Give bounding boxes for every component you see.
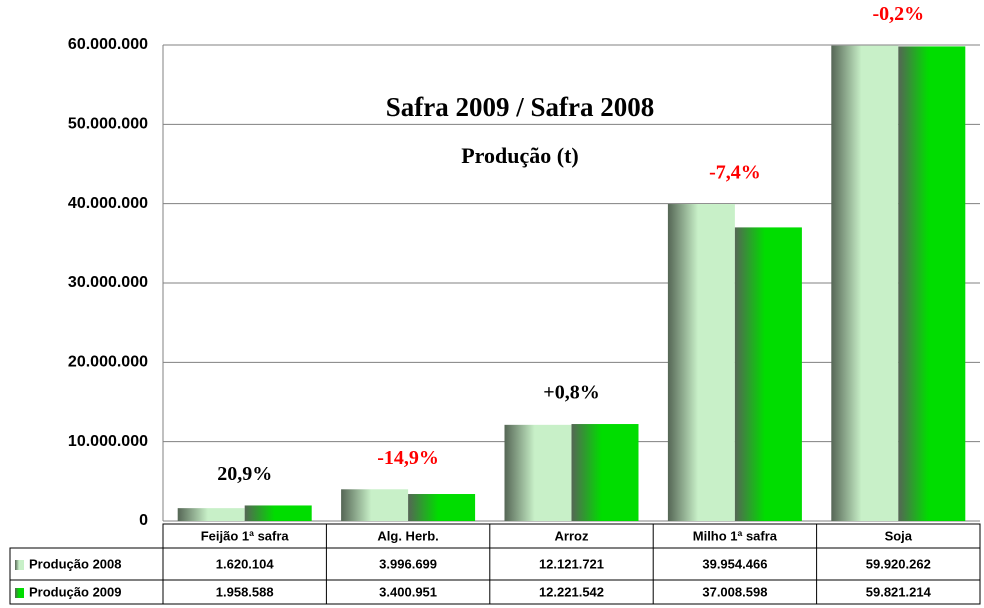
- x-tick-label: Arroz: [555, 528, 589, 543]
- bar: [244, 505, 312, 521]
- annotation: -7,4%: [709, 162, 761, 184]
- x-tick-label: Feijão 1ª safra: [201, 528, 290, 543]
- bar: [734, 227, 802, 522]
- y-tick-label: 60.000.000: [68, 36, 148, 53]
- table-value: 59.920.262: [866, 556, 931, 571]
- table-value: 12.121.721: [539, 556, 604, 571]
- table-value: 1.958.588: [216, 584, 274, 599]
- annotation: +0,8%: [543, 382, 599, 404]
- y-tick-label: 50.000.000: [68, 116, 148, 133]
- table-value: 3.400.951: [379, 584, 437, 599]
- y-tick-label: 10.000.000: [68, 433, 148, 450]
- legend-key: [15, 560, 24, 570]
- bar: [831, 45, 899, 521]
- bar: [667, 204, 735, 522]
- annotation: -14,9%: [377, 447, 439, 469]
- bar: [571, 424, 639, 521]
- table-value: 12.221.542: [539, 584, 604, 599]
- table-value: 37.008.598: [702, 584, 767, 599]
- chart-title: Safra 2009 / Safra 2008: [386, 92, 654, 122]
- x-tick-label: Soja: [885, 528, 913, 543]
- table-value: 59.821.214: [866, 584, 932, 599]
- bar: [341, 489, 409, 521]
- legend-key: [15, 588, 24, 598]
- x-tick-label: Alg. Herb.: [377, 528, 438, 543]
- chart-subtitle: Produção (t): [461, 143, 579, 168]
- y-tick-label: 30.000.000: [68, 274, 148, 291]
- table-value: 1.620.104: [216, 556, 275, 571]
- legend-label: Produção 2008: [29, 556, 122, 571]
- x-tick-label: Milho 1ª safra: [693, 528, 778, 543]
- table-value: 3.996.699: [379, 556, 437, 571]
- table-border: [9, 547, 164, 605]
- bar: [177, 508, 245, 521]
- table-value: 39.954.466: [702, 556, 767, 571]
- bar: [898, 46, 966, 522]
- y-tick-label: 40.000.000: [68, 195, 148, 212]
- legend-label: Produção 2009: [29, 584, 122, 599]
- bar: [408, 494, 476, 521]
- annotation: -0,2%: [872, 3, 924, 25]
- annotation: 20,9%: [217, 463, 272, 485]
- bar: [504, 424, 572, 521]
- y-tick-label: 0: [139, 512, 148, 529]
- y-tick-label: 20.000.000: [68, 354, 148, 371]
